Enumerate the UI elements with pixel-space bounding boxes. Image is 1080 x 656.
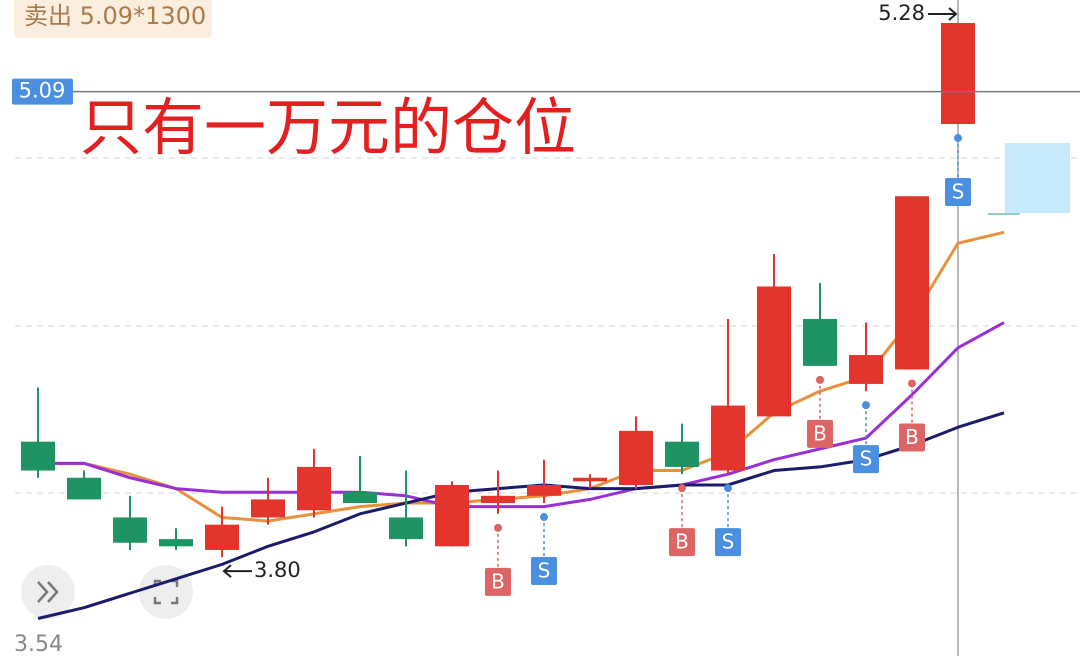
signal-label: S — [538, 559, 551, 583]
ma-line — [38, 230, 1005, 523]
candle-body — [665, 441, 699, 467]
signal-label: B — [675, 530, 689, 554]
fullscreen-icon — [153, 579, 179, 605]
signal-label: S — [952, 180, 965, 204]
signal-dot — [816, 375, 824, 384]
signal-box — [531, 557, 557, 586]
candle-body — [435, 484, 469, 547]
signal-label: S — [722, 530, 735, 554]
signal-box — [669, 528, 695, 557]
max-arrow — [928, 7, 958, 21]
signal-box — [899, 423, 925, 452]
signal-dot — [678, 484, 686, 493]
fullscreen-button[interactable] — [139, 565, 193, 619]
signal-dot — [494, 523, 502, 532]
candle-body — [481, 495, 515, 504]
signal-dot — [862, 401, 870, 410]
candle-body — [389, 517, 423, 540]
candle-body — [573, 477, 607, 482]
price-tag — [12, 78, 73, 105]
signal-box — [485, 567, 511, 596]
candle-body — [159, 539, 193, 547]
price-tag-label: 5.09 — [19, 79, 66, 103]
max-label: 5.28 — [878, 1, 925, 25]
candle-body — [527, 484, 561, 496]
signal-dot — [540, 513, 548, 522]
ma-line — [38, 321, 1005, 509]
signal-label: B — [491, 569, 505, 593]
candle-body — [21, 441, 55, 471]
min-label: 3.80 — [254, 558, 301, 582]
signal-label: B — [905, 425, 919, 449]
candle-body — [251, 499, 285, 518]
min-arrow — [222, 564, 252, 578]
candle-body — [297, 466, 331, 511]
signal-dot — [724, 484, 732, 493]
expand-icon — [37, 581, 59, 603]
candle-body — [205, 524, 239, 550]
candle-body — [619, 430, 653, 485]
candle-body — [711, 405, 745, 471]
candle-body — [803, 318, 837, 366]
signal-label: S — [860, 447, 873, 471]
signal-box — [807, 419, 833, 448]
y-tick-label: 3.54 — [14, 632, 63, 656]
trade-badge-text: 卖出 5.09*1300 — [24, 2, 206, 30]
candle-body — [849, 355, 883, 384]
overlay-title: 只有一万元的仓位 — [80, 91, 576, 164]
order-box[interactable] — [1005, 143, 1070, 213]
signal-label: B — [813, 421, 827, 445]
signal-box — [945, 178, 971, 207]
ma-line — [37, 411, 1005, 620]
signal-dot — [954, 134, 962, 143]
candle-body — [757, 286, 791, 417]
signal-dot — [908, 379, 916, 388]
candle-body — [343, 492, 377, 504]
trade-badge — [14, 0, 212, 38]
signal-box — [715, 528, 741, 557]
signal-box — [853, 445, 879, 474]
candle-body — [67, 477, 101, 500]
candle-body — [113, 517, 147, 543]
candle-body — [895, 196, 929, 370]
candle-body — [941, 23, 975, 125]
